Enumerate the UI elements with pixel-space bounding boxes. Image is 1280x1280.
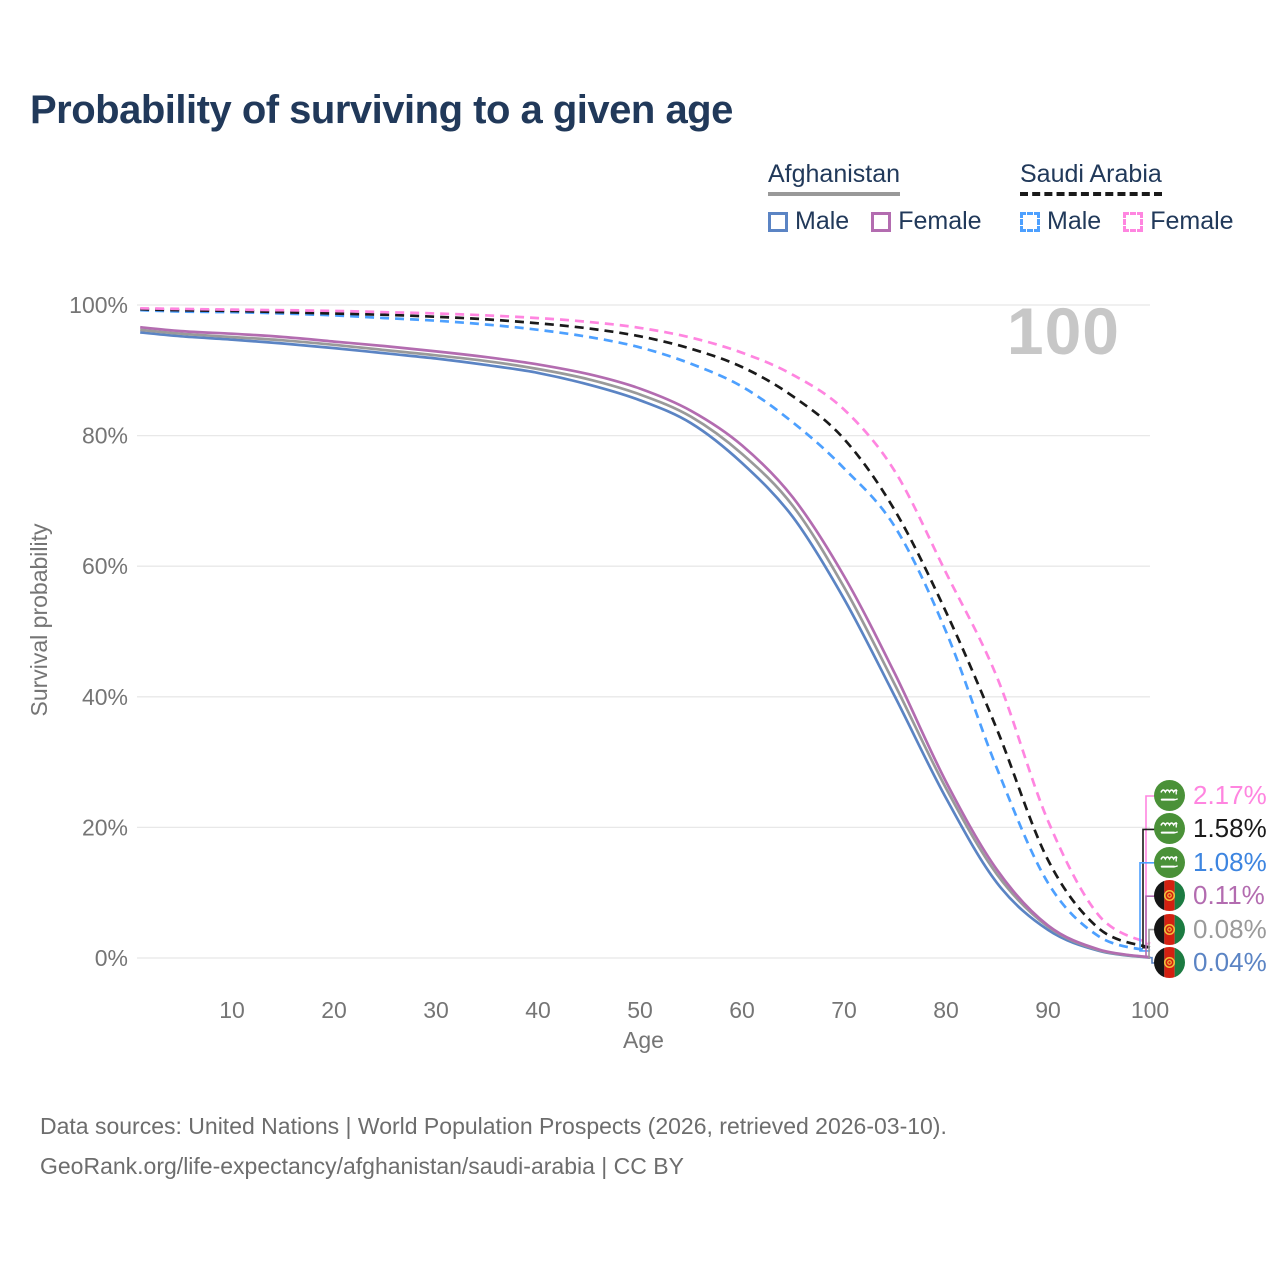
age-counter-annotation: 100 — [1006, 294, 1120, 368]
leader-line-afghanistan-female — [1145, 895, 1156, 959]
legend-item-saudi-arabia-male[interactable]: Male — [1020, 207, 1101, 236]
afghanistan-male-swatch-icon — [768, 211, 788, 232]
leader-line-afghanistan-male — [1150, 956, 1156, 964]
line-saudi-arabia-total — [140, 307, 1151, 949]
legend-item-afghanistan-female[interactable]: Female — [871, 207, 982, 236]
legend-group-saudi-arabia: Saudi Arabia Male Female — [1020, 160, 1234, 236]
saudi-arabia-female-swatch-icon — [1123, 211, 1144, 232]
y-tick-label: 20% — [82, 814, 128, 840]
legend-country-saudi-arabia: Saudi Arabia — [1020, 160, 1162, 196]
end-label-value: 1.08% — [1193, 846, 1267, 877]
x-tick-label: 10 — [219, 997, 245, 1023]
end-label-value: 0.11% — [1193, 880, 1265, 911]
end-label-saudi-arabia-total: 1.58% — [1154, 813, 1267, 845]
end-label-saudi-arabia-male: 1.08% — [1154, 846, 1267, 878]
afghanistan-flag-icon — [1154, 947, 1185, 978]
leader-line-saudi-arabia-male — [1139, 862, 1156, 952]
x-tick-label: 40 — [525, 997, 551, 1023]
page-title: Probability of surviving to a given age — [30, 88, 733, 132]
afghanistan-flag-icon — [1154, 880, 1185, 912]
saudi-arabia-male-swatch-icon — [1020, 211, 1040, 232]
legend-item-saudi-arabia-female[interactable]: Female — [1123, 207, 1234, 236]
attribution-link-text[interactable]: GeoRank.org/life-expectancy/afghanistan/… — [40, 1153, 684, 1179]
line-saudi-arabia-male — [140, 308, 1151, 953]
x-tick-label: 30 — [423, 997, 449, 1023]
saudi-arabia-flag-icon — [1154, 780, 1185, 811]
y-tick-label: 40% — [82, 684, 128, 710]
afghanistan-female-swatch-icon — [871, 211, 892, 232]
line-afghanistan-female — [140, 325, 1151, 959]
x-tick-label: 70 — [831, 997, 857, 1023]
legend-label: Male — [1047, 207, 1102, 235]
saudi-arabia-flag-icon — [1154, 813, 1185, 845]
legend-label: Female — [1150, 207, 1234, 235]
leader-line-saudi-arabia-female — [1145, 795, 1156, 945]
x-tick-label: 60 — [729, 997, 755, 1023]
end-label-afghanistan-total: 0.08% — [1154, 913, 1267, 945]
line-afghanistan-total — [140, 328, 1151, 959]
legend-label: Male — [795, 207, 850, 235]
footer: Data sources: United Nations | World Pop… — [40, 1106, 947, 1186]
line-saudi-arabia-female — [140, 306, 1151, 946]
legend-group-afghanistan: Afghanistan Male Female — [768, 160, 982, 236]
end-label-value: 0.08% — [1193, 913, 1267, 944]
legend-item-afghanistan-male[interactable]: Male — [768, 207, 849, 236]
x-tick-label: 80 — [933, 997, 959, 1023]
end-label-value: 2.17% — [1193, 780, 1267, 810]
end-label-afghanistan-male: 0.04% — [1154, 947, 1267, 978]
y-axis-title: Survival probability — [26, 523, 52, 717]
end-label-value: 1.58% — [1193, 813, 1267, 844]
end-label-value: 0.04% — [1193, 947, 1267, 977]
end-label-saudi-arabia-female: 2.17% — [1154, 780, 1267, 811]
x-tick-label: 50 — [627, 997, 653, 1023]
afghanistan-flag-icon — [1154, 913, 1185, 945]
end-label-afghanistan-female: 0.11% — [1154, 880, 1265, 912]
leader-line-afghanistan-total — [1148, 928, 1156, 959]
y-tick-label: 80% — [82, 423, 128, 449]
x-tick-label: 90 — [1035, 997, 1061, 1023]
legend-label: Female — [898, 207, 982, 235]
saudi-arabia-flag-icon — [1154, 846, 1185, 878]
data-source-text: Data sources: United Nations | World Pop… — [40, 1113, 947, 1139]
y-tick-label: 60% — [82, 553, 128, 579]
x-axis-title: Age — [623, 1027, 664, 1053]
x-tick-label: 20 — [321, 997, 347, 1023]
y-tick-label: 0% — [95, 945, 128, 971]
y-tick-label: 100% — [69, 292, 128, 318]
x-tick-label: 100 — [1131, 997, 1169, 1023]
line-afghanistan-male — [140, 331, 1151, 960]
legend-country-afghanistan: Afghanistan — [768, 160, 901, 196]
